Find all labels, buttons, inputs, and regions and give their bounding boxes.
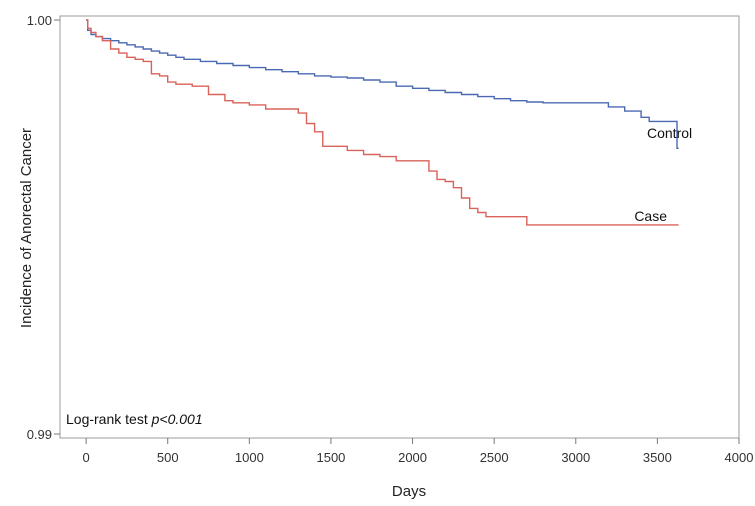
series-line-case bbox=[86, 19, 679, 226]
annotation-prefix: Log-rank test bbox=[66, 411, 152, 427]
y-tick-label: 1.00 bbox=[27, 13, 52, 28]
y-axis-label: Incidence of Anorectal Cancer bbox=[18, 128, 35, 328]
x-tick-label: 4000 bbox=[725, 450, 754, 465]
series-line-control bbox=[86, 19, 679, 149]
log-rank-annotation: Log-rank test p<0.001 bbox=[66, 411, 203, 427]
x-axis: 0 500 1000 1500 2000 2500 3000 3500 4000 bbox=[82, 438, 753, 465]
x-tick-label: 1000 bbox=[235, 450, 264, 465]
plot-frame bbox=[59, 15, 740, 439]
x-tick-label: 3000 bbox=[561, 450, 590, 465]
x-tick-label: 0 bbox=[82, 450, 89, 465]
y-axis: 0.99 1.00 bbox=[27, 13, 60, 442]
y-tick-label: 0.99 bbox=[27, 427, 52, 442]
x-tick-label: 3500 bbox=[643, 450, 672, 465]
annotation-pvalue: p<0.001 bbox=[151, 411, 203, 427]
x-tick-label: 2000 bbox=[398, 450, 427, 465]
series-label-control: Control bbox=[647, 125, 692, 141]
series-label-case: Case bbox=[634, 208, 667, 224]
series-layer: Control Case bbox=[86, 19, 692, 226]
x-tick-label: 1500 bbox=[316, 450, 345, 465]
x-tick-label: 500 bbox=[157, 450, 179, 465]
x-tick-label: 2500 bbox=[480, 450, 509, 465]
x-axis-label: Days bbox=[392, 483, 426, 500]
